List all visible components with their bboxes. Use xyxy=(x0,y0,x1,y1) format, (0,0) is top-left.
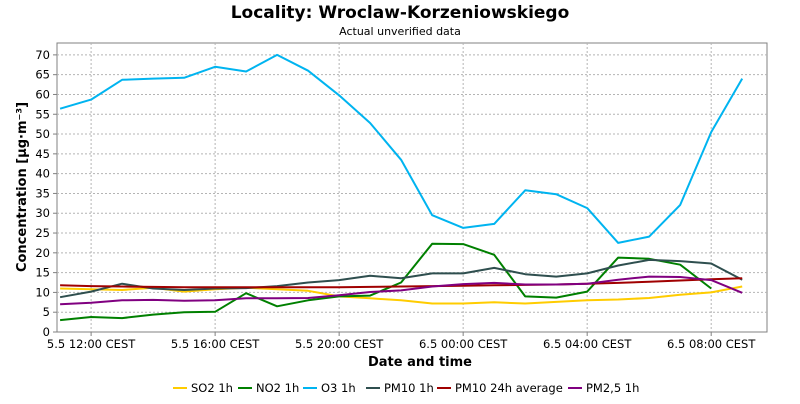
legend-label: O3 1h xyxy=(321,381,356,395)
y-tick-label: 50 xyxy=(35,127,50,141)
legend-label: SO2 1h xyxy=(191,381,233,395)
y-tick-label: 10 xyxy=(35,285,50,299)
y-tick-label: 20 xyxy=(35,246,50,260)
y-tick-label: 60 xyxy=(35,87,50,101)
legend-label: PM2,5 1h xyxy=(586,381,639,395)
x-axis-label: Date and time xyxy=(368,355,472,370)
legend-label: PM10 1h xyxy=(384,381,434,395)
x-tick-label: 5.5 12:00 CEST xyxy=(47,337,136,351)
x-tick-label: 6.5 08:00 CEST xyxy=(667,337,756,351)
y-tick-label: 30 xyxy=(35,206,50,220)
legend: SO2 1h NO2 1h O3 1h PM10 1h PM10 24h average… xyxy=(173,381,639,395)
series-line-1 xyxy=(60,242,712,322)
y-tick-label: 65 xyxy=(35,68,50,82)
y-tick-label: 0 xyxy=(43,325,50,339)
y-tick-label: 5 xyxy=(43,305,50,319)
x-axis-ticks: 5.5 12:00 CEST 5.5 16:00 CEST 5.5 20:00 CE… xyxy=(47,332,756,351)
series-line-2 xyxy=(59,53,744,244)
x-tick-label: 5.5 16:00 CEST xyxy=(171,337,260,351)
chart-subtitle: Actual unverified data xyxy=(339,25,461,38)
chart-title: Locality: Wroclaw-Korzeniowskiego xyxy=(231,3,570,23)
y-tick-label: 25 xyxy=(35,226,50,240)
y-tick-label: 70 xyxy=(35,48,50,62)
series-line-3 xyxy=(59,258,743,299)
y-axis-label: Concentration [µg·m⁻³] xyxy=(15,102,30,272)
y-tick-label: 35 xyxy=(35,186,50,200)
plot-area xyxy=(56,42,768,333)
y-tick-label: 40 xyxy=(35,167,50,181)
y-tick-label: 55 xyxy=(35,107,50,121)
y-axis-ticks: 0 5 10 15 20 25 30 35 40 45 50 55 60 65 70 xyxy=(35,48,57,339)
y-tick-label: 15 xyxy=(35,266,50,280)
x-tick-label: 6.5 04:00 CEST xyxy=(543,337,632,351)
x-tick-label: 5.5 20:00 CEST xyxy=(295,337,384,351)
series-line-4 xyxy=(60,277,743,289)
grid-lines xyxy=(57,43,767,332)
legend-label: PM10 24h average xyxy=(455,381,563,395)
y-tick-label: 45 xyxy=(35,147,50,161)
series-line-5 xyxy=(60,275,743,306)
legend-label: NO2 1h xyxy=(256,381,299,395)
x-tick-label: 6.5 00:00 CEST xyxy=(419,337,508,351)
series-lines xyxy=(59,53,744,322)
